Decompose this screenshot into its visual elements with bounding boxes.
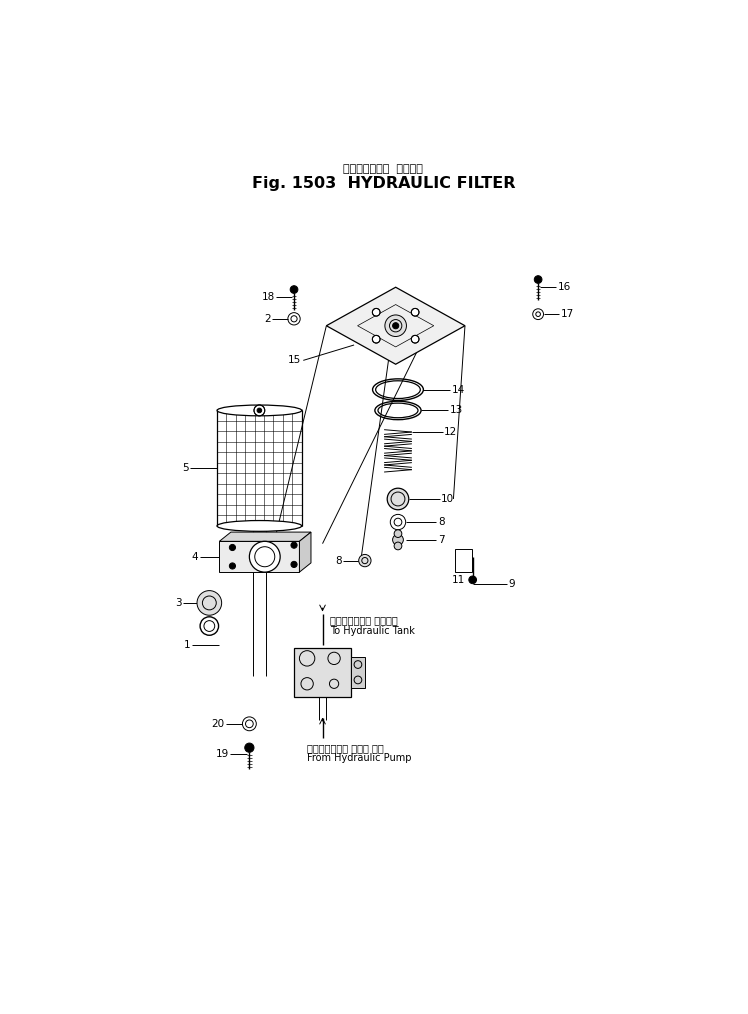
Circle shape [230,545,236,551]
Polygon shape [294,648,351,697]
Text: 20: 20 [211,719,224,729]
Ellipse shape [217,405,301,416]
Polygon shape [351,657,365,687]
Text: Fig. 1503  HYDRAULIC FILTER: Fig. 1503 HYDRAULIC FILTER [251,175,515,191]
Text: 4: 4 [192,552,198,562]
Circle shape [393,322,399,329]
Text: ハイドロリック タンクへ: ハイドロリック タンクへ [330,615,398,626]
Text: 8: 8 [335,556,342,566]
Text: ハイドロリック ポンプ から: ハイドロリック ポンプ から [307,742,384,752]
Text: 18: 18 [262,292,275,302]
Polygon shape [219,532,311,541]
Polygon shape [326,287,465,364]
Polygon shape [219,541,299,572]
Circle shape [385,315,406,337]
Polygon shape [299,532,311,572]
Circle shape [411,336,419,343]
Text: 11: 11 [453,575,465,585]
Text: 13: 13 [450,406,463,416]
Circle shape [290,286,298,293]
Text: To Hydraulic Tank: To Hydraulic Tank [330,627,415,637]
Circle shape [230,563,236,569]
Text: 14: 14 [452,384,465,394]
Text: 9: 9 [509,579,515,589]
Text: 19: 19 [215,749,229,758]
Circle shape [245,743,254,752]
Text: 16: 16 [557,282,571,292]
Text: From Hydraulic Pump: From Hydraulic Pump [307,753,411,764]
Text: 2: 2 [264,313,271,323]
Circle shape [534,276,542,283]
Circle shape [257,408,262,413]
Circle shape [469,576,476,584]
Text: 1: 1 [184,640,191,650]
Text: 15: 15 [288,355,301,365]
Text: 7: 7 [438,534,444,545]
Circle shape [393,534,403,546]
Text: 10: 10 [441,494,454,504]
Text: 5: 5 [182,463,188,474]
Circle shape [411,308,419,316]
Circle shape [373,336,380,343]
Circle shape [373,308,380,316]
Circle shape [249,541,280,572]
Text: 8: 8 [438,517,444,527]
Ellipse shape [217,520,301,531]
Text: 3: 3 [175,598,182,608]
Text: ハイドロリック  フィルタ: ハイドロリック フィルタ [343,164,423,174]
Circle shape [291,562,297,568]
Circle shape [394,542,402,550]
Circle shape [359,555,371,567]
Circle shape [197,590,221,615]
Circle shape [254,405,265,416]
Circle shape [387,488,408,510]
Circle shape [394,529,402,537]
Text: 17: 17 [560,309,574,319]
Circle shape [291,542,297,549]
Text: 12: 12 [444,427,458,437]
